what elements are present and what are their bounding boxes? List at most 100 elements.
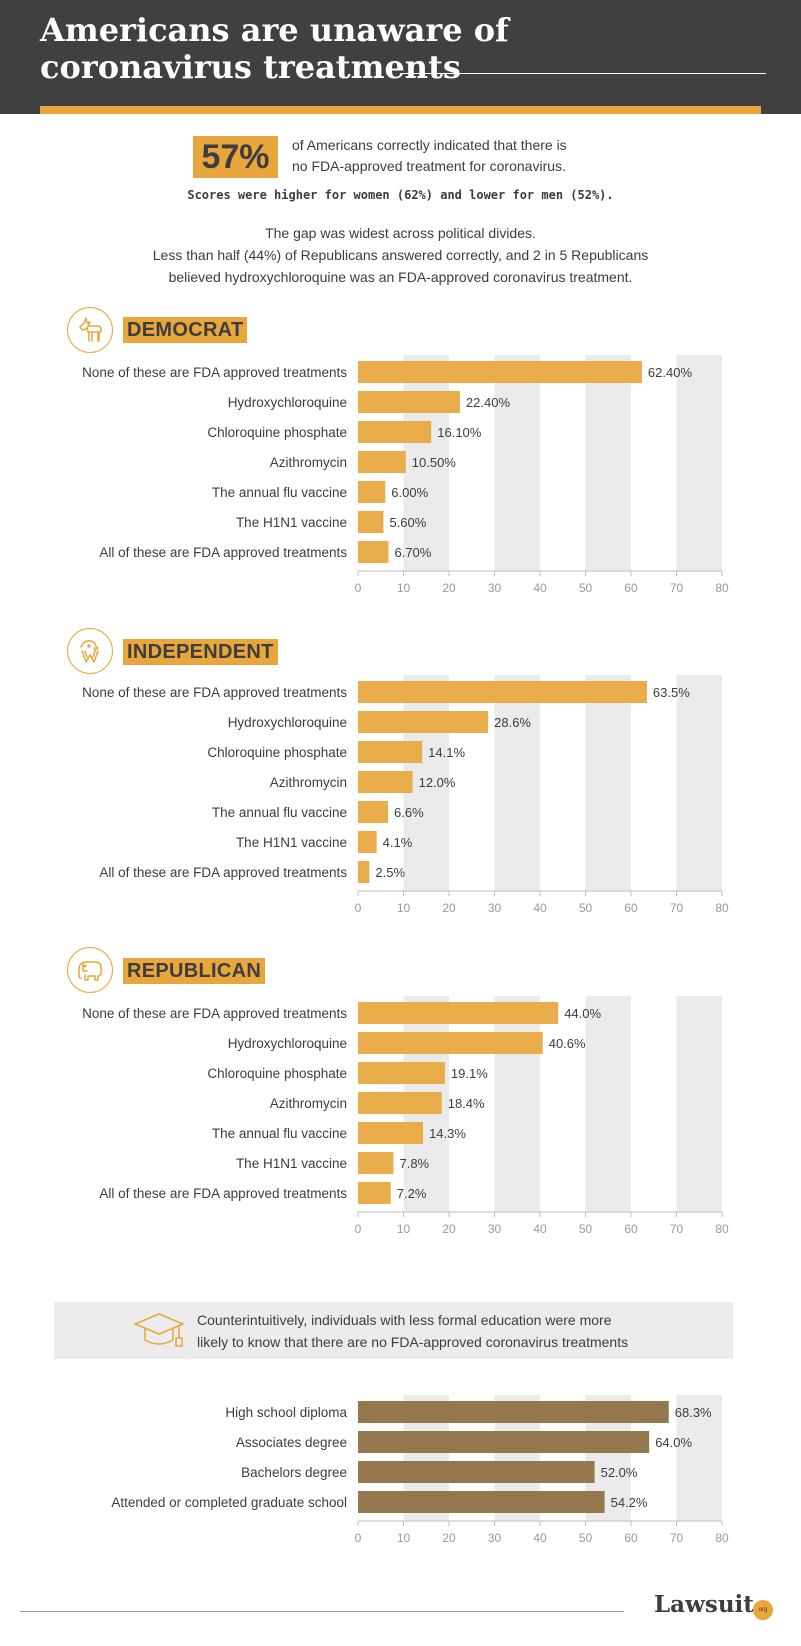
intro-text: of Americans correctly indicated that th… — [292, 135, 612, 177]
bar — [358, 1002, 559, 1024]
x-tick-label: 20 — [442, 581, 456, 595]
value-label: 6.6% — [394, 805, 424, 820]
bar — [358, 541, 389, 563]
header-accent-bar — [40, 106, 761, 114]
x-tick-label: 10 — [397, 901, 411, 915]
elephant-icon — [67, 947, 113, 993]
bar — [358, 711, 489, 733]
category-label: None of these are FDA approved treatment… — [82, 1006, 347, 1021]
value-label: 63.5% — [653, 685, 690, 700]
grid-band — [676, 1395, 722, 1521]
value-label: 19.1% — [451, 1066, 488, 1081]
bar — [358, 361, 642, 383]
x-tick-label: 50 — [579, 581, 593, 595]
grid-band — [676, 355, 722, 571]
value-label: 7.8% — [399, 1156, 429, 1171]
bar — [358, 1461, 595, 1483]
x-tick-label: 50 — [579, 901, 593, 915]
value-label: 14.1% — [428, 745, 465, 760]
x-tick-label: 80 — [715, 581, 729, 595]
value-label: 14.3% — [429, 1126, 466, 1141]
category-label: Chloroquine phosphate — [207, 1066, 347, 1081]
bar — [358, 1182, 391, 1204]
x-tick-label: 50 — [579, 1222, 593, 1236]
gap-line-2: Less than half (44%) of Republicans answ… — [152, 247, 649, 263]
bar — [358, 771, 413, 793]
intro-text-line-1: of Americans correctly indicated that th… — [292, 137, 567, 153]
x-tick-label: 80 — [715, 1531, 729, 1545]
bar — [358, 681, 647, 703]
x-tick-label: 10 — [397, 581, 411, 595]
category-label: None of these are FDA approved treatment… — [82, 365, 347, 380]
x-tick-label: 60 — [624, 581, 638, 595]
x-tick-label: 30 — [488, 901, 502, 915]
title-line-1: Americans are unaware of — [40, 11, 509, 49]
intro-text-line-2: no FDA-approved treatment for coronaviru… — [292, 158, 566, 174]
gap-line-1: The gap was widest across political divi… — [265, 225, 536, 241]
x-tick-label: 70 — [670, 1531, 684, 1545]
x-tick-label: 40 — [533, 581, 547, 595]
x-tick-label: 20 — [442, 1222, 456, 1236]
value-label: 10.50% — [412, 455, 457, 470]
category-label: Chloroquine phosphate — [207, 425, 347, 440]
value-label: 52.0% — [601, 1465, 638, 1480]
chart-republican: 0 10 20 30 40 50 60 70 80 None of these are FDA a… — [0, 996, 801, 1241]
category-label: Azithromycin — [270, 1096, 347, 1111]
value-label: 4.1% — [383, 835, 413, 850]
x-tick-label: 10 — [397, 1222, 411, 1236]
category-label: The annual flu vaccine — [212, 1126, 347, 1141]
education-note-line-1: Counterintuitively, individuals with les… — [197, 1312, 612, 1328]
bar — [358, 391, 460, 413]
x-tick-label: 30 — [488, 1222, 502, 1236]
category-label: Azithromycin — [270, 775, 347, 790]
page-title: Americans are unaware of coronavirus tre… — [40, 12, 640, 86]
category-label: All of these are FDA approved treatments — [99, 865, 347, 880]
bar — [358, 481, 386, 503]
education-note-text: Counterintuitively, individuals with les… — [197, 1309, 717, 1353]
value-label: 28.6% — [494, 715, 531, 730]
x-tick-label: 60 — [624, 901, 638, 915]
grid-band — [494, 675, 540, 891]
value-label: 62.40% — [648, 365, 693, 380]
value-label: 44.0% — [564, 1006, 601, 1021]
header-banner: Americans are unaware of coronavirus tre… — [0, 0, 801, 114]
category-label: None of these are FDA approved treatment… — [82, 685, 347, 700]
x-tick-label: 70 — [670, 581, 684, 595]
x-tick-label: 40 — [533, 1222, 547, 1236]
bar — [358, 741, 423, 763]
grid-band — [494, 996, 540, 1212]
intro-subtext: Scores were higher for women (62%) and l… — [187, 188, 614, 202]
section-label-democrat: DEMOCRAT — [123, 317, 248, 343]
bar — [358, 1431, 650, 1453]
value-label: 2.5% — [375, 865, 405, 880]
eagle-icon — [67, 628, 113, 674]
bar — [358, 1032, 543, 1054]
x-tick-label: 40 — [533, 1531, 547, 1545]
value-label: 6.70% — [394, 545, 431, 560]
value-label: 16.10% — [437, 425, 482, 440]
x-tick-label: 80 — [715, 1222, 729, 1236]
x-tick-label: 30 — [488, 581, 502, 595]
grid-band — [676, 996, 722, 1212]
x-tick-label: 20 — [442, 1531, 456, 1545]
value-label: 22.40% — [466, 395, 511, 410]
section-label-republican: REPUBLICAN — [123, 958, 266, 984]
category-label: The H1N1 vaccine — [236, 515, 347, 530]
footer-divider — [20, 1611, 624, 1612]
bar — [358, 1122, 424, 1144]
category-label: All of these are FDA approved treatments — [99, 545, 347, 560]
bar — [358, 1062, 445, 1084]
grid-band — [676, 675, 722, 891]
x-tick-label: 70 — [670, 1222, 684, 1236]
x-tick-label: 80 — [715, 901, 729, 915]
value-label: 5.60% — [389, 515, 426, 530]
x-tick-label: 20 — [442, 901, 456, 915]
value-label: 12.0% — [419, 775, 456, 790]
logo-org-badge: org — [753, 1600, 773, 1620]
bar — [358, 1491, 605, 1513]
x-tick-label: 0 — [355, 1531, 362, 1545]
bar — [358, 1092, 442, 1114]
category-label: The H1N1 vaccine — [236, 835, 347, 850]
category-label: All of these are FDA approved treatments — [99, 1186, 347, 1201]
chart-education: 0 10 20 30 40 50 60 70 80 High school diploma 68.3… — [0, 1395, 801, 1550]
